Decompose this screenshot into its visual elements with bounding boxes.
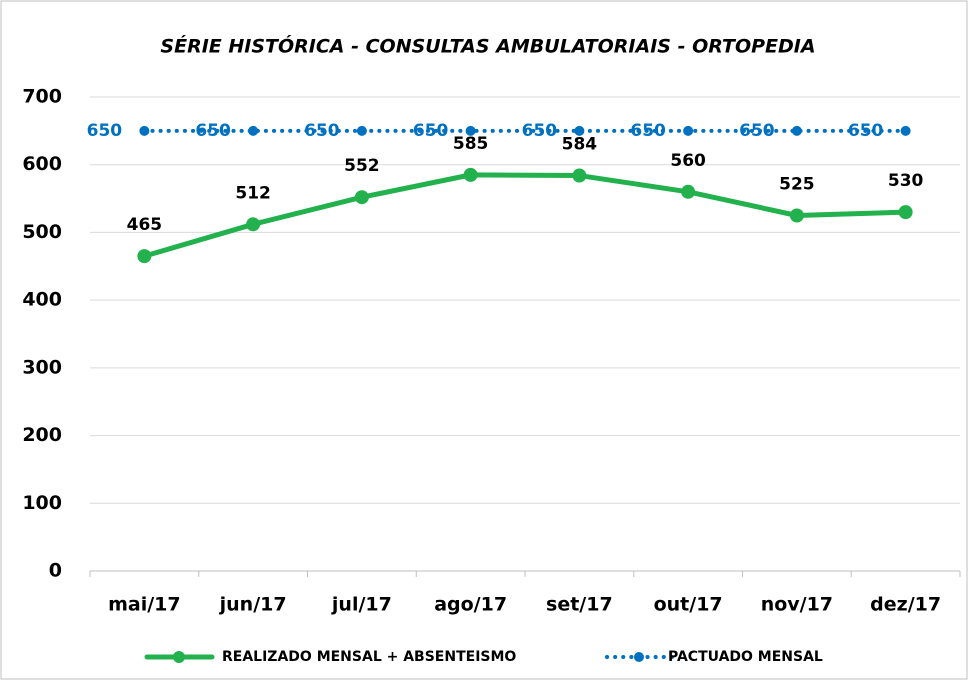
- data-label: 650: [195, 121, 231, 141]
- y-tick-label: 400: [22, 289, 62, 311]
- point-marker: [681, 184, 696, 199]
- point-marker: [898, 205, 913, 220]
- y-tick-label: 300: [22, 356, 62, 378]
- point-marker: [139, 125, 150, 136]
- data-label: 650: [739, 121, 775, 141]
- point-marker: [683, 125, 694, 136]
- point-marker: [900, 125, 911, 136]
- x-tick-label: out/17: [654, 594, 723, 616]
- legend-marker: [173, 651, 185, 663]
- y-tick-label: 500: [22, 221, 62, 243]
- y-tick-label: 100: [22, 492, 62, 514]
- data-label: 585: [453, 134, 489, 154]
- point-marker: [465, 125, 476, 136]
- data-label: 525: [779, 175, 815, 195]
- data-label: 650: [87, 121, 123, 141]
- x-tick-label: dez/17: [870, 594, 941, 616]
- legend-label: PACTUADO MENSAL: [668, 649, 823, 665]
- point-marker: [248, 125, 259, 136]
- data-label: 552: [344, 156, 380, 176]
- data-label: 530: [888, 171, 924, 191]
- data-label: 512: [235, 183, 271, 203]
- point-marker: [574, 125, 585, 136]
- point-marker: [246, 217, 261, 232]
- legend-label: REALIZADO MENSAL + ABSENTEISMO: [222, 649, 516, 665]
- data-label: 650: [630, 121, 666, 141]
- data-label: 584: [562, 135, 598, 155]
- y-tick-label: 200: [22, 424, 62, 446]
- data-label: 650: [522, 121, 558, 141]
- point-marker: [356, 125, 367, 136]
- point-marker: [354, 190, 369, 205]
- chart-title: SÉRIE HISTÓRICA - CONSULTAS AMBULATORIAI…: [160, 34, 815, 58]
- point-marker: [789, 208, 804, 223]
- point-marker: [137, 249, 152, 264]
- x-tick-label: jun/17: [219, 594, 287, 616]
- legend-marker: [634, 652, 644, 662]
- y-tick-label: 600: [22, 153, 62, 175]
- x-tick-label: nov/17: [761, 594, 833, 616]
- point-marker: [572, 168, 587, 183]
- x-tick-label: ago/17: [434, 594, 507, 616]
- point-marker: [463, 167, 478, 182]
- data-label: 650: [304, 121, 340, 141]
- y-tick-label: 0: [49, 560, 62, 582]
- series-line: [141, 172, 909, 259]
- data-label: 465: [127, 215, 163, 235]
- y-tick-label: 700: [22, 86, 62, 108]
- data-label: 650: [848, 121, 884, 141]
- point-marker: [791, 125, 802, 136]
- x-tick-label: mai/17: [108, 594, 181, 616]
- x-tick-label: jul/17: [331, 594, 392, 616]
- data-label: 560: [670, 151, 706, 171]
- x-tick-label: set/17: [546, 594, 613, 616]
- data-label: 650: [413, 121, 449, 141]
